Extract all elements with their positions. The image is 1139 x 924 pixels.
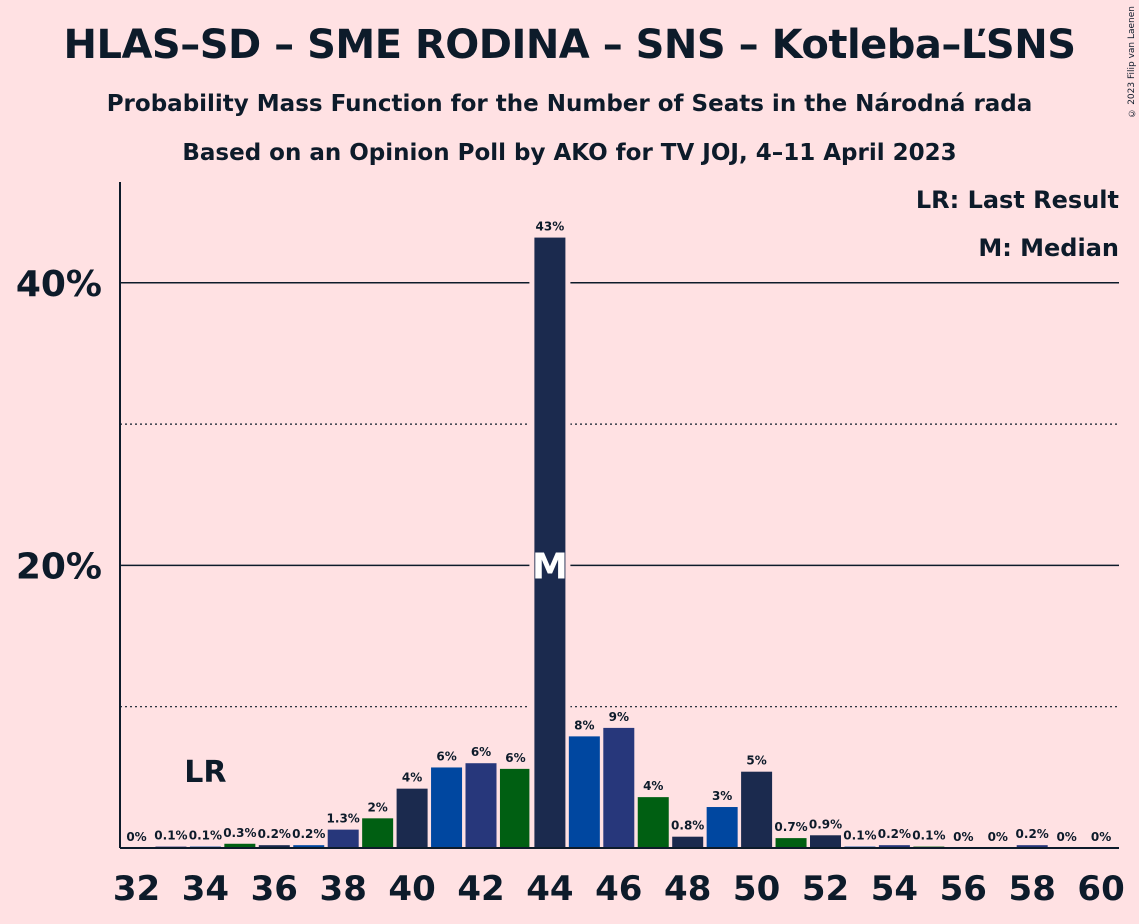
- axis-layer: 20% 40% 32 34 36 38 40 42 44 46 48 50 52 54 56 58 60: [16, 182, 1125, 909]
- data-label: 0.1%: [154, 829, 187, 843]
- data-label: 0.2%: [258, 827, 291, 841]
- legend-last-result: LR: Last Result: [915, 186, 1119, 214]
- x-tick-label: 40: [388, 869, 435, 909]
- bar-seat-52: [810, 835, 841, 848]
- x-tick-label: 58: [1009, 869, 1056, 909]
- data-label: 0%: [953, 830, 973, 844]
- data-label: 0.7%: [774, 820, 807, 834]
- bar-seat-40: [396, 788, 428, 848]
- data-label: 2%: [367, 800, 387, 814]
- bar-seat-48: [672, 836, 704, 848]
- x-tick-label: 36: [251, 869, 298, 909]
- data-label: 0.8%: [671, 819, 704, 833]
- chart-title: HLAS–SD – SME RODINA – SNS – Kotleba–ĽSN…: [63, 22, 1076, 68]
- data-label: 0%: [1091, 830, 1111, 844]
- data-label: 0%: [126, 830, 146, 844]
- legend-median: M: Median: [978, 234, 1119, 262]
- chart-source-subtitle: Based on an Opinion Poll by AKO for TV J…: [182, 140, 957, 166]
- x-tick-label: 48: [664, 869, 711, 909]
- data-label: 0.1%: [912, 829, 945, 843]
- data-label: 4%: [402, 771, 422, 785]
- bar-seat-46: [603, 727, 635, 848]
- bar-seat-35: [224, 843, 256, 848]
- data-label: 0.1%: [189, 829, 222, 843]
- x-tick-label: 38: [320, 869, 367, 909]
- bar-seat-39: [362, 818, 394, 848]
- data-label: 3%: [712, 789, 732, 803]
- x-tick-label: 44: [526, 869, 573, 909]
- bar-seat-58: [1016, 845, 1048, 848]
- median-marker: M: [532, 546, 568, 587]
- x-tick-label: 46: [595, 869, 642, 909]
- x-tick-label: 56: [940, 869, 987, 909]
- bar-seat-36: [258, 845, 290, 848]
- x-tick-label: 32: [113, 869, 160, 909]
- last-result-marker: LR: [184, 755, 226, 790]
- data-label: 9%: [609, 710, 629, 724]
- bar-seat-50: [741, 771, 773, 848]
- data-label: 0.1%: [843, 829, 876, 843]
- data-label: 6%: [471, 745, 491, 759]
- label-layer: 0% 0.1% 0.1% 0.3% 0.2% 0.2%1.3%2%4%6% 6% 6%43%8…: [126, 220, 1111, 844]
- bar-seat-38: [327, 829, 359, 848]
- x-tick-label: 52: [802, 869, 849, 909]
- data-label: 0.2%: [878, 827, 911, 841]
- data-label: 6%: [505, 751, 525, 765]
- bar-seat-47: [637, 797, 669, 848]
- bar-seat-37: [293, 845, 325, 848]
- chart-subtitle: Probability Mass Function for the Number…: [106, 91, 1033, 117]
- x-tick-label: 42: [457, 869, 504, 909]
- x-tick-label: 60: [1077, 869, 1124, 909]
- bar-seat-49: [706, 807, 738, 848]
- bar-seat-51: [775, 838, 807, 848]
- data-label: 0.2%: [292, 827, 325, 841]
- bar-seat-45: [568, 736, 600, 848]
- data-label: 5%: [746, 754, 766, 768]
- data-label: 6%: [436, 749, 456, 763]
- x-tick-label: 54: [871, 869, 918, 909]
- bar-seat-54: [878, 845, 910, 848]
- grid-layer: [120, 282, 1119, 708]
- bar-seat-43: [499, 768, 531, 848]
- data-label: 0.3%: [223, 826, 256, 840]
- data-label: 0.2%: [1016, 827, 1049, 841]
- data-label: 0.9%: [809, 817, 842, 831]
- data-label: 4%: [643, 779, 663, 793]
- data-label: 8%: [574, 718, 594, 732]
- bar-layer: [155, 237, 1048, 849]
- y-tick-label: 40%: [16, 264, 102, 305]
- x-tick-label: 34: [182, 869, 229, 909]
- bar-seat-44: [534, 237, 566, 849]
- y-tick-label: 20%: [16, 546, 102, 587]
- data-label: 1.3%: [327, 812, 360, 826]
- bar-seat-41: [431, 767, 463, 848]
- data-label: 0%: [988, 830, 1008, 844]
- x-tick-label: 50: [733, 869, 780, 909]
- bar-seat-42: [465, 763, 497, 848]
- data-label: 0%: [1056, 830, 1076, 844]
- data-label: 43%: [536, 220, 565, 234]
